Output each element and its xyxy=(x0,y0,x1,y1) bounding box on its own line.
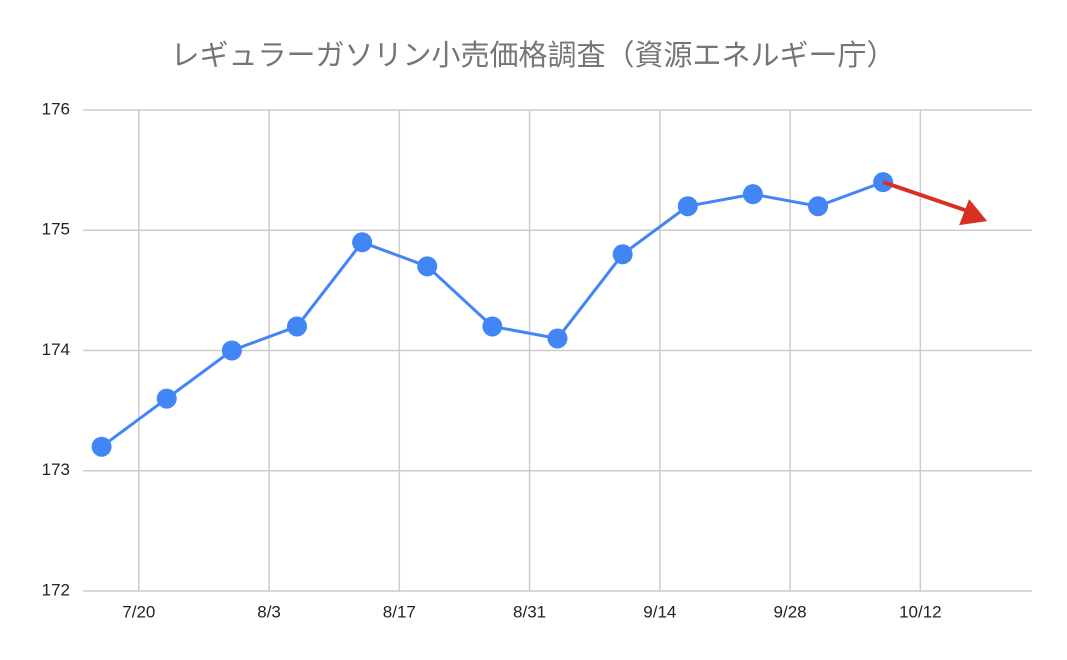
data-point xyxy=(417,256,438,277)
data-point xyxy=(612,244,633,265)
data-point xyxy=(91,436,112,457)
x-tick-label: 9/14 xyxy=(643,602,676,621)
data-point xyxy=(482,316,503,337)
trend-arrow-shaft xyxy=(882,180,966,213)
y-tick-label: 172 xyxy=(42,580,70,599)
y-tick-label: 175 xyxy=(42,220,70,239)
x-tick-label: 9/28 xyxy=(774,602,807,621)
x-tick-label: 10/12 xyxy=(899,602,942,621)
x-tick-label: 7/20 xyxy=(122,602,155,621)
x-tick-label: 8/31 xyxy=(513,602,546,621)
data-point xyxy=(742,184,763,205)
trend-arrow-head xyxy=(959,199,988,226)
data-point xyxy=(221,340,242,361)
data-point xyxy=(156,388,177,409)
x-tick-label: 8/17 xyxy=(383,602,416,621)
y-tick-label: 174 xyxy=(42,340,70,359)
x-tick-label: 8/3 xyxy=(257,602,281,621)
data-point xyxy=(808,196,829,217)
y-tick-label: 173 xyxy=(42,460,70,479)
data-point xyxy=(677,196,698,217)
data-point xyxy=(352,232,373,253)
data-point xyxy=(286,316,307,337)
chart-title: レギュラーガソリン小売価格調査（資源エネルギー庁） xyxy=(170,38,895,72)
data-point xyxy=(547,328,568,349)
y-tick-label: 176 xyxy=(42,99,70,118)
